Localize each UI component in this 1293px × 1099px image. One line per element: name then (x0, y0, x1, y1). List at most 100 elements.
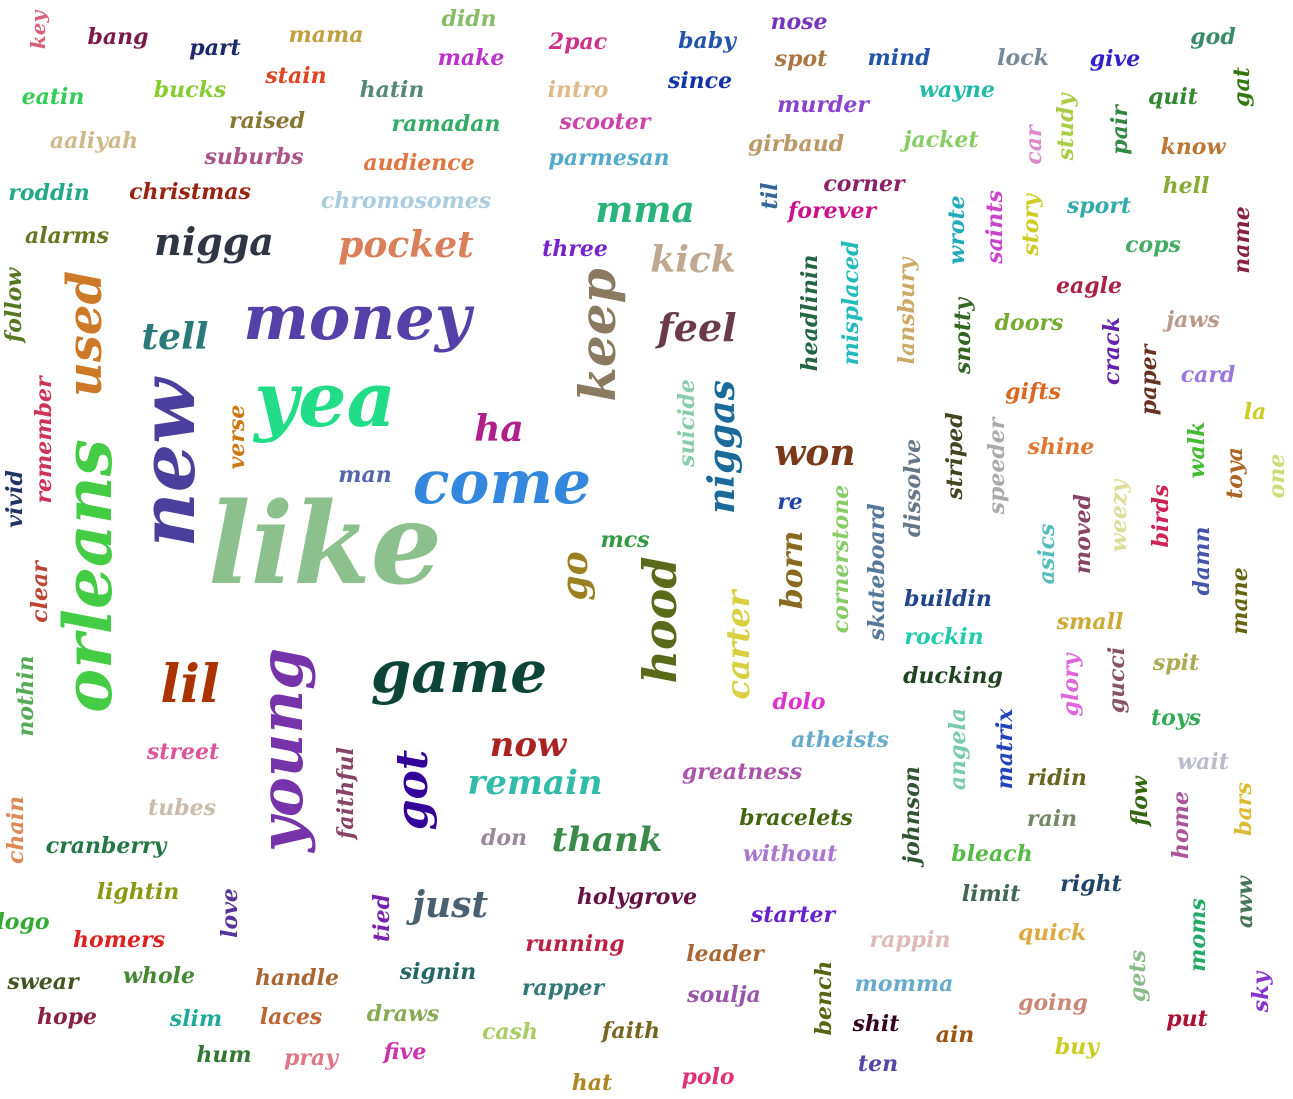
word-jaws: jaws (1166, 307, 1220, 333)
word-mama: mama (288, 22, 364, 48)
word-gat: gat (1229, 67, 1255, 107)
word-spot: spot (774, 46, 828, 72)
word-lansbury: lansbury (894, 257, 920, 365)
word-bleach: bleach (951, 841, 1033, 867)
word-cops: cops (1125, 232, 1181, 258)
word-rain: rain (1026, 806, 1078, 832)
word-now: now (489, 725, 567, 765)
word-remain: remain (467, 763, 603, 803)
word-won: won (774, 432, 856, 474)
word-logo: logo (0, 909, 50, 935)
word-misplaced: misplaced (838, 240, 864, 366)
word-toys: toys (1150, 705, 1202, 731)
word-niggas: niggas (701, 380, 743, 514)
word-thank: thank (551, 820, 663, 860)
word-sport: sport (1066, 193, 1132, 219)
word-rockin: rockin (904, 624, 984, 650)
word-doors: doors (994, 310, 1064, 336)
word-going: going (1018, 990, 1088, 1016)
word-ain: ain (935, 1022, 975, 1048)
word-keep: keep (568, 268, 627, 402)
word-suicide: suicide (674, 379, 700, 467)
word-got: got (387, 749, 438, 831)
word-didn: didn (441, 6, 497, 32)
word-speeder: speeder (984, 417, 1010, 515)
word-right: right (1060, 871, 1122, 897)
word-matrix: matrix (992, 708, 1018, 790)
word-make: make (437, 45, 505, 71)
word-remember: remember (31, 376, 57, 504)
word-quit: quit (1148, 84, 1198, 110)
word-lightin: lightin (96, 879, 180, 905)
word-faith: faith (601, 1018, 661, 1044)
word-bars: bars (1231, 782, 1257, 836)
word-don: don (480, 825, 528, 851)
word-give: give (1089, 46, 1141, 72)
word-parmesan: parmesan (548, 145, 670, 171)
word-audience: audience (363, 150, 475, 176)
word-toya: toya (1222, 447, 1248, 499)
word-five: five (383, 1039, 427, 1065)
word-buy: buy (1054, 1034, 1100, 1060)
word-baby: baby (678, 28, 736, 54)
word-gifts: gifts (1005, 379, 1061, 405)
word-put: put (1166, 1006, 1208, 1032)
word-christmas: christmas (129, 179, 251, 205)
word-go: go (554, 551, 596, 601)
word-leader: leader (686, 941, 764, 967)
word-handle: handle (255, 965, 339, 991)
word-small: small (1056, 609, 1124, 635)
word-yea: yea (254, 355, 396, 444)
word-one: one (1264, 453, 1290, 499)
word-striped: striped (942, 412, 968, 500)
word-pair: pair (1107, 105, 1133, 155)
word-swear: swear (7, 969, 79, 995)
word-hum: hum (196, 1042, 252, 1068)
word-atheists: atheists (791, 727, 889, 753)
word-verse: verse (224, 404, 250, 470)
word-orleans: orleans (49, 439, 127, 713)
word-mcs: mcs (600, 527, 650, 553)
word-aww: aww (1232, 875, 1258, 929)
word-just: just (411, 884, 489, 926)
word-tied: tied (369, 894, 395, 942)
word-forever: forever (787, 198, 877, 224)
word-without: without (742, 841, 838, 867)
word-wrote: wrote (944, 195, 970, 265)
word-buildin: buildin (904, 586, 992, 612)
word-cranberry: cranberry (45, 833, 167, 859)
word-new: new (123, 378, 212, 548)
word-nothin: nothin (13, 655, 39, 737)
word-name: name (1229, 206, 1255, 274)
word-like: like (208, 479, 442, 610)
word-nigga: nigga (154, 219, 274, 264)
word-ha: ha (474, 408, 524, 450)
word-alarms: alarms (24, 223, 110, 249)
word-aaliyah: aaliyah (49, 128, 139, 154)
word-snotty: snotty (950, 297, 976, 375)
word-birds: birds (1148, 484, 1174, 548)
word-draws: draws (366, 1001, 440, 1027)
word-limit: limit (961, 881, 1021, 907)
word-shit: shit (852, 1011, 900, 1037)
word-headlinin: headlinin (797, 254, 823, 372)
word-bucks: bucks (153, 77, 227, 103)
word-la: la (1243, 399, 1267, 425)
word-ten: ten (857, 1051, 899, 1077)
word-study: study (1053, 93, 1079, 161)
word-momma: momma (854, 971, 954, 997)
word-chain: chain (3, 796, 29, 864)
word-three: three (542, 236, 608, 262)
word-gets: gets (1125, 950, 1151, 1002)
word-sky: sky (1248, 971, 1274, 1013)
word-moved: moved (1070, 493, 1096, 575)
word-wait: wait (1177, 749, 1229, 775)
word-part: part (189, 35, 241, 61)
word-eagle: eagle (1056, 273, 1122, 299)
word-street: street (146, 739, 220, 765)
word-dolo: dolo (772, 689, 826, 715)
word-game: game (370, 638, 548, 706)
word-pocket: pocket (338, 224, 474, 266)
word-vivid: vivid (2, 470, 28, 528)
word-laces: laces (259, 1004, 323, 1030)
